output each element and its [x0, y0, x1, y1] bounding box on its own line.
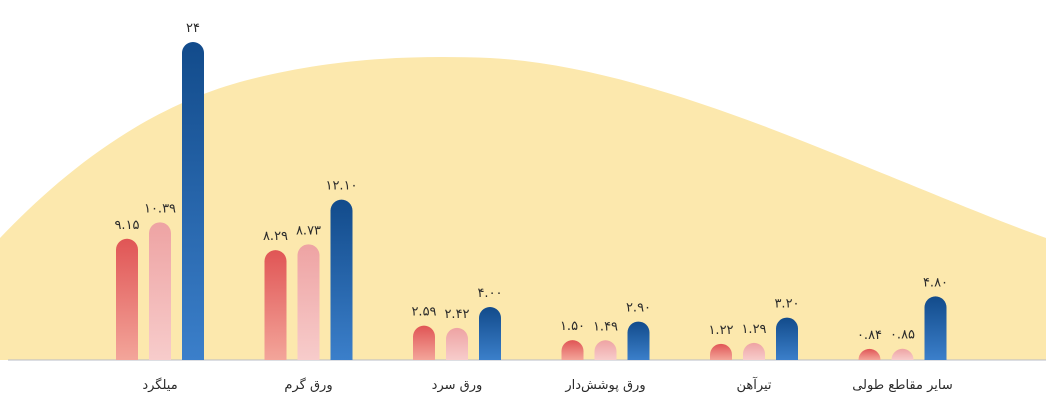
- category-label-6: سایر مقاطع طولی: [852, 378, 953, 393]
- value-label-1-2: ۸.۲۹: [263, 229, 288, 244]
- bar-series-2-2: [297, 244, 320, 360]
- bar-series-2-3: [446, 327, 468, 360]
- value-label-2-1: ۱۰.۳۹: [144, 201, 176, 216]
- bar-series-2-6: [891, 348, 914, 360]
- bars-layer: [116, 42, 947, 360]
- value-label-3-2: ۱۲.۱۰: [325, 179, 357, 194]
- bar-series-1-4: [561, 340, 584, 360]
- category-label-1: میلگرد: [142, 377, 177, 393]
- value-label-3-5: ۳.۲۰: [774, 297, 799, 312]
- bar-series-2-1: [149, 222, 171, 360]
- bar-series-3-1: [182, 42, 204, 360]
- bar-series-2-4: [594, 340, 617, 360]
- bar-series-1-2: [264, 250, 287, 360]
- value-label-2-5: ۱.۲۹: [741, 322, 766, 337]
- value-labels-layer: ۹.۱۵ ۱۰.۳۹ ۲۴ ۸.۲۹ ۸.۷۳ ۱۲.۱۰ ۲.۵۹ ۲.۴۲ ۴.۰۰ ۱.۵۰…: [114, 21, 948, 343]
- category-label-3: ورق سرد: [432, 378, 483, 393]
- value-label-1-4: ۱.۵۰: [560, 319, 585, 334]
- category-label-4: ورق پوشش‌دار: [564, 378, 645, 393]
- bar-series-2-5: [743, 342, 765, 360]
- value-label-3-1: ۲۴: [186, 21, 200, 36]
- background-hill: [0, 57, 1046, 360]
- value-label-3-6: ۴.۸۰: [923, 275, 948, 290]
- value-label-1-3: ۲.۵۹: [411, 305, 436, 320]
- value-label-1-5: ۱.۲۲: [708, 323, 733, 338]
- value-label-2-2: ۸.۷۳: [296, 223, 321, 238]
- bar-series-1-3: [413, 325, 435, 360]
- bar-series-1-5: [710, 343, 732, 360]
- bar-series-3-6: [924, 296, 947, 360]
- value-label-1-6: ۰.۸۴: [857, 328, 882, 343]
- category-labels-layer: میلگرد ورق گرم ورق سرد ورق پوشش‌دار تیرآهن سا…: [142, 376, 952, 393]
- value-label-3-3: ۴.۰۰: [477, 286, 502, 301]
- value-label-2-4: ۱.۴۹: [593, 319, 618, 334]
- bar-series-3-2: [330, 199, 353, 360]
- bar-series-3-4: [627, 321, 650, 360]
- category-label-2: ورق گرم: [284, 377, 332, 393]
- value-label-3-4: ۲.۹۰: [626, 301, 651, 316]
- value-label-2-6: ۰.۸۵: [890, 328, 915, 343]
- value-label-2-3: ۲.۴۲: [444, 307, 469, 322]
- bar-series-1-6: [858, 348, 881, 360]
- bar-series-3-5: [776, 317, 798, 360]
- bar-series-1-1: [116, 238, 138, 360]
- value-label-1-1: ۹.۱۵: [114, 218, 139, 233]
- category-label-5: تیرآهن: [736, 376, 771, 393]
- bar-series-3-3: [479, 307, 501, 360]
